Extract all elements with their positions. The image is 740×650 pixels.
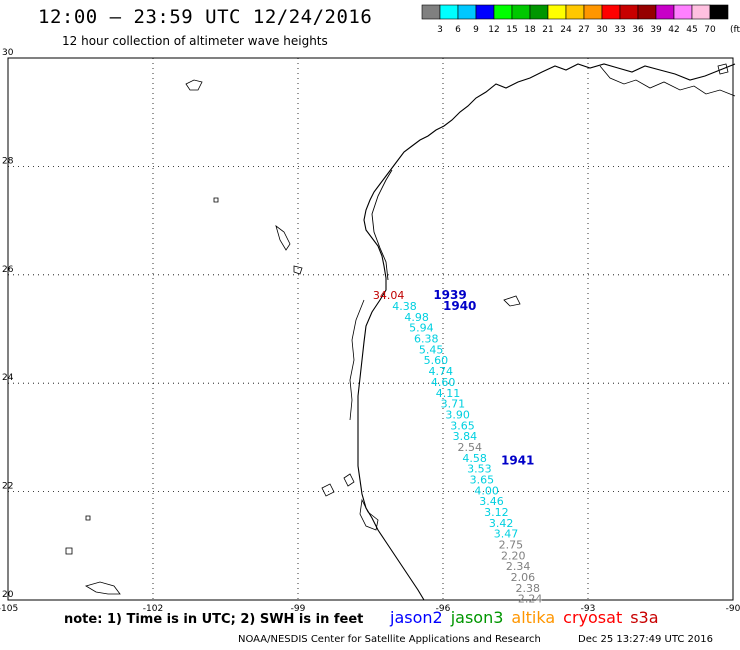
colorbar-tick-label: 42 [668, 25, 679, 35]
lake-1 [185, 79, 203, 91]
legend-cryosat: cryosat [563, 608, 623, 627]
wave-height-label: 4.00 [474, 484, 499, 497]
wave-height-label: 3.90 [445, 408, 470, 421]
longitude-tick-label: -90 [726, 604, 740, 614]
wave-height-label: 4.38 [392, 300, 417, 313]
coastline-laguna-madre [349, 299, 365, 421]
wave-height-label: 2.54 [458, 441, 483, 454]
wave-height-label: 3.53 [467, 463, 492, 476]
map-title: 12:00 – 23:59 UTC 12/24/2016 [38, 6, 373, 28]
map-subtitle: 12 hour collection of altimeter wave hei… [62, 34, 328, 48]
latitude-tick-label: 22 [2, 482, 13, 492]
longitude-tick-label: -96 [436, 604, 451, 614]
latitude-tick-label: 24 [2, 373, 14, 383]
wave-height-label: 2.34 [506, 560, 531, 573]
colorbar-tick-label: 33 [614, 25, 625, 35]
legend-s3a: s3a [630, 608, 659, 627]
wave-height-label: 3.84 [453, 430, 478, 443]
observation-labels: 34.044.384.985.946.385.455.604.744.604.1… [373, 289, 543, 606]
legend-jason3: jason3 [450, 608, 504, 627]
colorbar-tick-label: 70 [704, 25, 716, 35]
wave-height-label: 4.60 [431, 376, 456, 389]
lake-11 [717, 63, 729, 75]
wave-height-label: 3.12 [484, 506, 509, 519]
colorbar-tick-label: 12 [488, 25, 499, 35]
colorbar-tick-label: 24 [560, 25, 572, 35]
colorbar-tick-label: 27 [578, 25, 589, 35]
coastline [65, 63, 736, 601]
wave-height-label: 3.65 [470, 473, 495, 486]
colorbar-tick-label: 15 [506, 25, 517, 35]
latitude-tick-label: 20 [2, 590, 14, 600]
pass-number-label: 1939 [433, 288, 466, 302]
coastline-barrier-island [371, 169, 393, 281]
pass-number-label: 1941 [501, 454, 534, 468]
colorbar-tick-label: 3 [437, 25, 443, 35]
wave-height-label: 2.75 [499, 539, 524, 552]
colorbar-tick-label: 21 [542, 25, 553, 35]
legend-jason2: jason2 [390, 608, 443, 627]
colorbar-tick-label: 9 [473, 25, 479, 35]
coastline-tamaulipas-lagoon [359, 498, 379, 531]
wave-height-label: 3.65 [450, 419, 475, 432]
colorbar-tick-label: 6 [455, 25, 461, 35]
latitude-tick-label: 26 [2, 265, 14, 275]
wave-height-label: 3.42 [489, 517, 513, 530]
lake-9 [343, 473, 355, 487]
footer-note: note: 1) Time is in UTC; 2) SWH is in fe… [64, 612, 364, 627]
coastline-louisiana-bays [599, 65, 736, 97]
wave-height-label: 2.06 [511, 571, 535, 584]
wave-height-label: 2.38 [516, 582, 541, 595]
wave-height-label: 5.60 [424, 354, 449, 367]
wave-height-label: 2.20 [501, 549, 526, 562]
colorbar-tick-label: 36 [632, 25, 644, 35]
colorbar-swatch [709, 4, 729, 20]
wave-height-label: 4.74 [429, 365, 454, 378]
lake-4 [213, 197, 219, 203]
lake-3 [293, 265, 303, 275]
map-frame [7, 57, 734, 601]
wave-height-label: 2.24 [518, 593, 543, 606]
wave-height-label: 4.58 [462, 452, 487, 465]
pass-number-label: 1940 [443, 299, 476, 313]
colorbar-tick-label: 18 [524, 25, 536, 35]
legend-altika: altika [511, 608, 556, 627]
lake-6 [65, 547, 73, 555]
longitude-tick-label: -102 [143, 604, 163, 614]
wave-height-label: 5.94 [409, 322, 434, 335]
axis-labels: -105 -102 -99 -96 -93 -90 30 28 26 24 22 20 [0, 48, 740, 614]
wave-height-label: 3.46 [479, 495, 504, 508]
wave-height-label: 5.45 [419, 343, 444, 356]
wave-height-label: 4.98 [404, 311, 429, 324]
wave-height-label: 6.38 [414, 333, 439, 346]
colorbar-tick-label: 39 [650, 25, 662, 35]
wave-height-label: 34.04 [373, 289, 405, 302]
lake-5 [85, 581, 121, 595]
colorbar-tick-label: 30 [596, 25, 608, 35]
generated-timestamp: Dec 25 13:27:49 UTC 2016 [578, 634, 713, 645]
wave-height-label: 3.47 [494, 528, 519, 541]
satellite-legend: jason2 jason3 altika cryosat s3a [390, 608, 667, 627]
coastline-texas-mexico [357, 63, 736, 601]
lake-10 [503, 295, 521, 307]
grid-lines [7, 57, 734, 601]
colorbar-unit: (ft) [730, 25, 740, 35]
longitude-tick-label: -105 [0, 604, 18, 614]
latitude-tick-label: 30 [2, 48, 14, 58]
longitude-tick-label: -99 [291, 604, 306, 614]
latitude-tick-label: 28 [2, 156, 14, 166]
longitude-tick-label: -93 [581, 604, 596, 614]
wave-height-label: 4.11 [436, 387, 461, 400]
credit-line: NOAA/NESDIS Center for Satellite Applica… [238, 634, 541, 645]
colorbar-tick-label: 45 [686, 25, 697, 35]
lake-7 [85, 515, 91, 521]
lake-8 [321, 483, 335, 497]
lake-2 [275, 224, 291, 251]
wave-height-label: 3.71 [441, 398, 466, 411]
